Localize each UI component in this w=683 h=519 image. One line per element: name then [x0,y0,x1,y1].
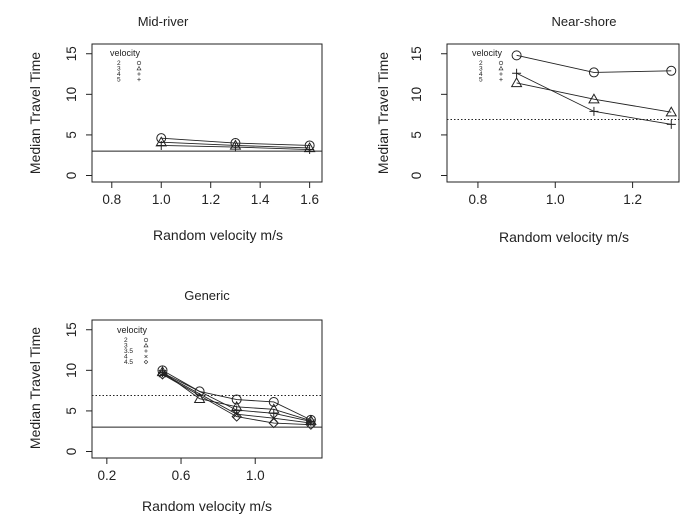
y-tick-label: 0 [409,172,424,180]
series-line-plus [162,372,311,422]
legend-marker-diamond [143,359,149,365]
legend-title: velocity [117,325,148,335]
data-point-plus [269,408,279,418]
plot-frame [91,319,323,459]
data-point-plus [666,119,676,129]
x-tick-label: 1.2 [201,192,220,207]
chart-title: Mid-river [138,14,189,29]
legend-marker-o [143,337,149,343]
legend-label: 2 [479,60,483,67]
y-axis-label: Median Travel Time [375,52,391,174]
data-point-plus [512,68,522,78]
y-tick-label: 0 [64,172,79,180]
chart-title: Near-shore [551,14,616,29]
data-point-triangle [193,392,206,403]
y-tick-label: 5 [64,131,79,139]
x-tick-label: 0.8 [469,192,488,207]
legend-marker-x [144,354,148,359]
plot-frame [91,43,323,183]
legend-marker-o [136,60,142,66]
y-tick-label: 15 [64,46,79,61]
legend-label: 4 [117,71,121,78]
x-tick-label: 1.2 [623,192,642,207]
legend-marker-plus [144,349,148,353]
data-point-o [231,394,242,405]
data-point-triangle [665,106,678,117]
data-point-o [588,67,599,78]
data-point-triangle [588,93,600,104]
x-tick-label: 1.4 [251,192,270,207]
data-point-plus [305,145,315,155]
legend-label: 3 [479,66,483,73]
x-tick-label: 1.0 [546,192,565,207]
chart-title: Generic [184,288,230,303]
legend-title: velocity [472,48,503,58]
legend-marker-plus [137,77,141,82]
legend-title: velocity [110,48,141,58]
y-tick-label: 10 [64,363,79,378]
legend-label: 2 [117,60,121,67]
data-point-triangle [510,77,523,88]
legend-label: 4 [479,71,483,78]
data-point-x [306,419,315,428]
x-axis-label: Random velocity m/s [153,227,283,243]
data-point-diamond [268,417,279,429]
y-tick-label: 5 [64,407,79,415]
legend-label: 3 [124,343,128,350]
data-point-plus [232,405,242,415]
panel-mid-river: Mid-river Random velocity m/s Median Tra… [27,14,323,243]
y-axis-label: Median Travel Time [27,327,43,449]
data-point-diamond [157,369,168,380]
legend-marker-plus [499,77,503,82]
x-tick-label: 1.0 [152,192,171,207]
legend-marker-plus [499,72,503,76]
data-point-diamond [231,411,242,422]
panel-near-shore: Near-shore Random velocity m/s Median Tr… [375,14,680,245]
legend-label: 4 [124,354,128,361]
data-point-o [268,396,279,407]
series-line-o [162,369,312,421]
x-axis-label: Random velocity m/s [499,229,629,245]
y-tick-label: 10 [64,87,79,102]
plot-frame [446,43,680,183]
y-tick-label: 0 [64,448,79,456]
series-line-o [516,54,672,73]
legend-label: 3 [117,66,121,73]
y-tick-label: 5 [409,131,424,139]
series-line-triangle [516,82,672,113]
y-tick-label: 15 [409,46,424,61]
legend-label: 2 [124,337,128,344]
y-tick-label: 10 [409,87,424,102]
data-point-o [666,65,677,76]
x-tick-label: 0.8 [102,192,121,207]
x-tick-label: 1.0 [246,468,265,483]
legend-label: 4.5 [124,359,133,366]
x-axis-label: Random velocity m/s [142,498,272,514]
data-point-o [511,50,522,61]
data-point-plus [230,142,240,152]
legend-marker-o [498,60,504,66]
legend-marker-triangle [143,342,149,348]
data-point-plus [156,140,166,150]
y-tick-label: 15 [64,322,79,337]
panel-generic: Generic Random velocity m/s Median Trave… [27,288,323,514]
y-axis-label: Median Travel Time [27,52,43,174]
legend-marker-triangle [498,65,504,71]
legend-label: 5 [479,77,483,84]
x-tick-label: 1.6 [300,192,319,207]
legend-label: 3.5 [124,348,133,355]
legend-label: 5 [117,77,121,84]
x-tick-label: 0.6 [172,468,191,483]
legend-marker-triangle [136,65,142,71]
series-line-diamond [162,373,311,426]
series-line-x [162,373,311,424]
data-point-plus [589,106,599,116]
x-tick-label: 0.2 [97,468,116,483]
legend-marker-plus [137,72,141,76]
data-point-diamond [305,419,317,430]
